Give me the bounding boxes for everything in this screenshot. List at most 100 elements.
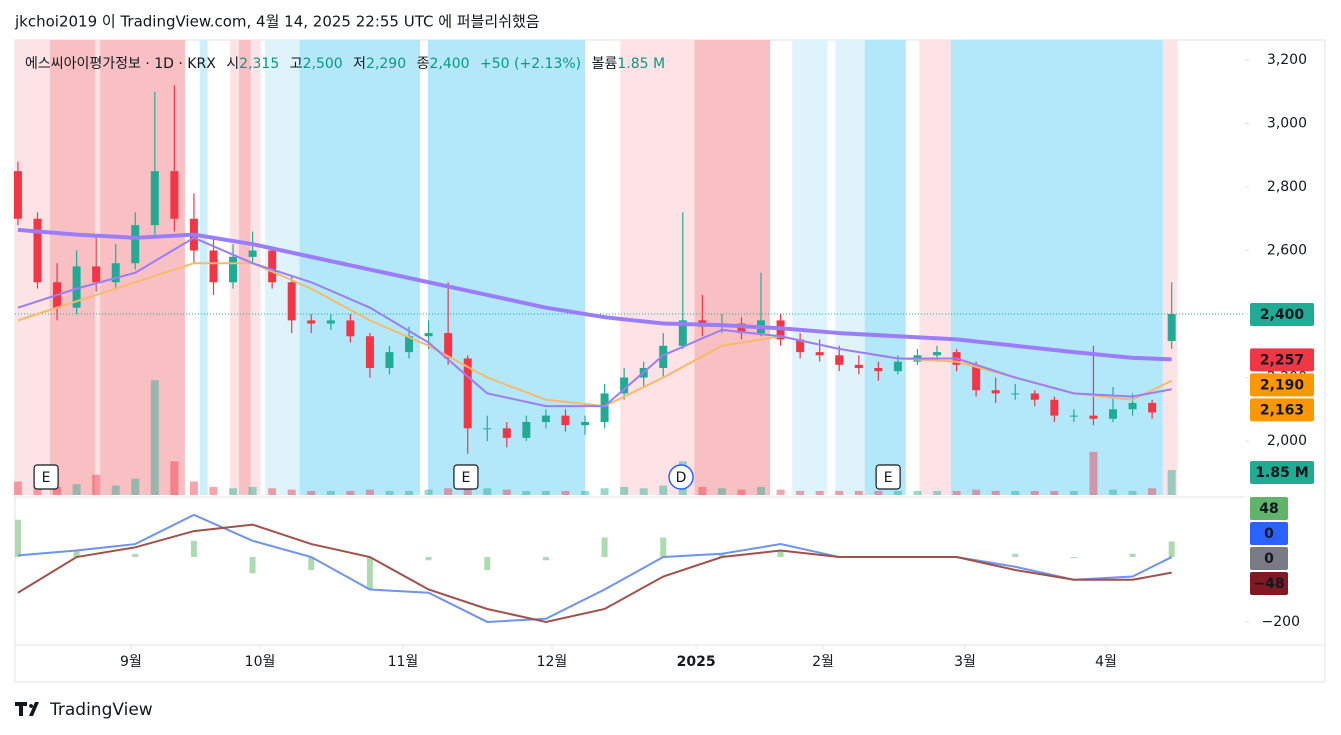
event-label: E	[462, 470, 471, 486]
value-tag-label: 2,400	[1260, 307, 1305, 323]
candle-body	[678, 320, 687, 346]
volume-bar	[698, 486, 707, 495]
macd-histogram	[1012, 553, 1019, 558]
candle-body	[893, 361, 902, 372]
volume-bar	[405, 490, 414, 495]
band	[792, 40, 828, 495]
legend-change: +50 (+2.13%)	[480, 56, 581, 72]
x-tick-label: 12월	[537, 654, 568, 670]
volume-bar	[600, 488, 609, 495]
candle-body	[405, 336, 414, 353]
volume-bar	[874, 490, 883, 495]
event-marker	[33, 464, 59, 490]
event-label: E	[884, 470, 893, 486]
volume-bar	[72, 484, 81, 495]
value-tag-label: −48	[1253, 576, 1284, 592]
candle-body	[561, 415, 570, 426]
y-tick-label: 3,200	[1267, 52, 1307, 68]
volume-bar	[1128, 490, 1137, 495]
value-tag	[1250, 373, 1314, 397]
volume-bar	[522, 490, 531, 495]
volume-bar	[1030, 490, 1039, 495]
y-tick-label: 3,000	[1267, 116, 1307, 132]
volume-bar	[757, 486, 766, 495]
volume-bar	[1167, 470, 1176, 495]
candle-body	[796, 339, 805, 353]
candle-body	[541, 415, 550, 422]
volume-bar	[150, 380, 159, 495]
event-label: D	[676, 470, 687, 486]
band	[864, 40, 906, 495]
candle-body	[150, 171, 159, 226]
volume-bar	[346, 490, 355, 495]
candle-body	[1050, 399, 1059, 416]
macd-histogram	[132, 553, 139, 558]
macd-histogram	[308, 557, 315, 571]
volume-bar	[893, 490, 902, 495]
value-tag	[1250, 348, 1314, 372]
volume-bar	[248, 486, 257, 495]
legend-high: 2,500	[303, 56, 343, 72]
candle-body	[326, 320, 335, 324]
candle-body	[659, 345, 668, 368]
volume-bar	[483, 488, 492, 495]
candle-body	[268, 250, 277, 283]
legend-symbol: 에스씨아이평가정보 · 1D · KRX	[25, 56, 216, 72]
candle-body	[287, 282, 296, 321]
legend-low: 2,290	[366, 56, 406, 72]
macd-signal-line	[17, 523, 1172, 623]
volume-bar	[92, 474, 101, 495]
x-tick-label: 10월	[245, 654, 276, 670]
volume-bar	[1148, 488, 1157, 495]
candle-body	[522, 421, 531, 438]
volume-bar	[365, 489, 374, 495]
volume-bar	[1069, 490, 1078, 495]
volume-bar	[933, 490, 942, 495]
candle-body	[483, 428, 492, 430]
macd-histogram	[366, 557, 373, 590]
macd-histogram	[660, 537, 667, 558]
header: jkchoi2019 이 TradingView.com, 4월 14, 202…	[14, 13, 540, 31]
volume-bar	[991, 490, 1000, 495]
x-tick-label: 9월	[120, 654, 142, 670]
macd-histogram	[1168, 541, 1175, 558]
volume-bar	[1050, 490, 1059, 495]
macd-histogram	[425, 557, 432, 561]
value-tag-label: 2,257	[1260, 352, 1304, 368]
candle-body	[581, 421, 590, 426]
volume-bar	[111, 485, 120, 495]
candle-body	[131, 225, 140, 264]
candle-body	[502, 428, 511, 438]
macd-histogram	[190, 540, 197, 558]
candle-body	[33, 218, 42, 283]
legend-low-label: 저	[353, 56, 366, 72]
event-marker	[453, 464, 479, 490]
candle-body	[600, 393, 609, 422]
legend-open-label: 시	[226, 56, 239, 72]
candle-body	[365, 336, 374, 368]
volume-bar	[1089, 451, 1098, 495]
moving-average	[17, 236, 1172, 408]
candle-body	[229, 256, 238, 283]
legend-high-label: 고	[290, 56, 303, 72]
volume-bar	[776, 489, 785, 495]
candle-body	[1109, 409, 1118, 419]
macd-histogram	[542, 557, 549, 561]
value-tag	[1250, 398, 1314, 422]
legend: 에스씨아이평가정보 · 1D · KRX 시2,315 고2,500 저2,29…	[25, 56, 665, 72]
macd-histogram	[777, 550, 784, 558]
volume-bar	[639, 488, 648, 495]
candle-body	[307, 320, 316, 324]
band	[427, 40, 586, 495]
candle-body	[991, 390, 1000, 394]
volume-bar	[972, 489, 981, 495]
candle-body	[737, 323, 746, 334]
value-tag-label: 0	[1264, 526, 1274, 542]
volume-bar	[561, 490, 570, 495]
volume-bar	[659, 485, 668, 495]
legend-close-label: 종	[417, 56, 430, 72]
candle-body	[1011, 393, 1020, 395]
candle-body	[1167, 314, 1176, 342]
band	[238, 40, 251, 495]
volume-bar	[581, 490, 590, 495]
